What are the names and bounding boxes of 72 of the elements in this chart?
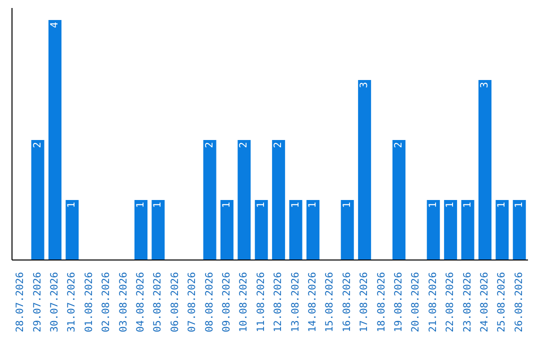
- bar: [444, 200, 458, 260]
- x-tick-label: 05.08.2026: [152, 272, 164, 332]
- bar: [152, 200, 165, 260]
- bar: [392, 140, 406, 260]
- x-tick-label: 17.08.2026: [359, 272, 370, 332]
- bar: [254, 200, 268, 260]
- x-tick-label: 20.08.2026: [410, 272, 422, 332]
- data-label: 1: [342, 202, 353, 208]
- x-tick-label: 23.08.2026: [462, 272, 474, 332]
- x-tick-label: 30.07.2026: [50, 272, 60, 332]
- bar: [306, 200, 320, 260]
- x-tick-label: 09.08.2026: [222, 272, 232, 332]
- x-tick-label: 02.08.2026: [101, 272, 112, 332]
- data-label: 1: [290, 202, 302, 208]
- bar: [340, 200, 354, 260]
- x-tick-label: 26.08.2026: [514, 272, 525, 332]
- x-tick-label: 13.08.2026: [290, 272, 302, 332]
- data-label: 1: [307, 202, 318, 208]
- x-tick-label: 07.08.2026: [187, 272, 198, 332]
- data-label: 2: [32, 142, 44, 148]
- bar: [426, 200, 440, 260]
- bar: [48, 20, 62, 260]
- bar: [289, 200, 302, 260]
- data-label: 2: [238, 142, 250, 148]
- x-tick-label: 21.08.2026: [428, 272, 439, 332]
- x-tick-label: 19.08.2026: [394, 272, 404, 332]
- data-label: 1: [152, 202, 164, 208]
- bar: [461, 200, 474, 260]
- bar: [496, 200, 509, 260]
- bar: [238, 140, 251, 260]
- data-label: 1: [445, 202, 456, 208]
- data-label: 1: [462, 202, 474, 208]
- data-label: 2: [393, 142, 404, 148]
- data-label: 1: [514, 202, 525, 208]
- data-label: 1: [428, 202, 439, 208]
- data-label: 2: [273, 142, 284, 148]
- x-tick-label: 18.08.2026: [376, 272, 388, 332]
- data-label: 2: [204, 142, 216, 148]
- data-label: 1: [256, 202, 267, 208]
- data-label: 1: [66, 202, 78, 208]
- x-tick-label: 22.08.2026: [445, 272, 456, 332]
- bar: [220, 200, 234, 260]
- bar: [272, 140, 286, 260]
- x-tick-label: 24.08.2026: [480, 272, 490, 332]
- x-tick-label: 01.08.2026: [84, 272, 95, 332]
- bar: [512, 200, 526, 260]
- data-label: 1: [221, 202, 232, 208]
- x-tick-label: 03.08.2026: [118, 272, 130, 332]
- bar: [134, 200, 148, 260]
- data-label: 3: [479, 82, 490, 88]
- data-label: 3: [359, 82, 370, 88]
- bar: [358, 80, 372, 260]
- x-tick-label: 28.07.2026: [15, 272, 26, 332]
- x-tick-label: 25.08.2026: [496, 272, 508, 332]
- bar: [31, 140, 44, 260]
- data-label: 4: [49, 22, 60, 28]
- x-tick-label: 08.08.2026: [204, 272, 216, 332]
- data-label: 1: [135, 202, 146, 208]
- bar: [66, 200, 79, 260]
- bar: [203, 140, 216, 260]
- data-label: 1: [496, 202, 508, 208]
- x-tick-label: 29.07.2026: [32, 272, 44, 332]
- x-tick-label: 14.08.2026: [308, 272, 318, 332]
- x-tick-label: 12.08.2026: [273, 272, 284, 332]
- x-tick-label: 16.08.2026: [342, 272, 353, 332]
- bar: [478, 80, 492, 260]
- x-tick-label: 10.08.2026: [238, 272, 250, 332]
- x-tick-label: 11.08.2026: [256, 272, 267, 332]
- x-tick-label: 31.07.2026: [66, 272, 78, 332]
- x-tick-label: 06.08.2026: [170, 272, 181, 332]
- x-tick-label: 15.08.2026: [324, 272, 336, 332]
- x-tick-label: 04.08.2026: [136, 272, 146, 332]
